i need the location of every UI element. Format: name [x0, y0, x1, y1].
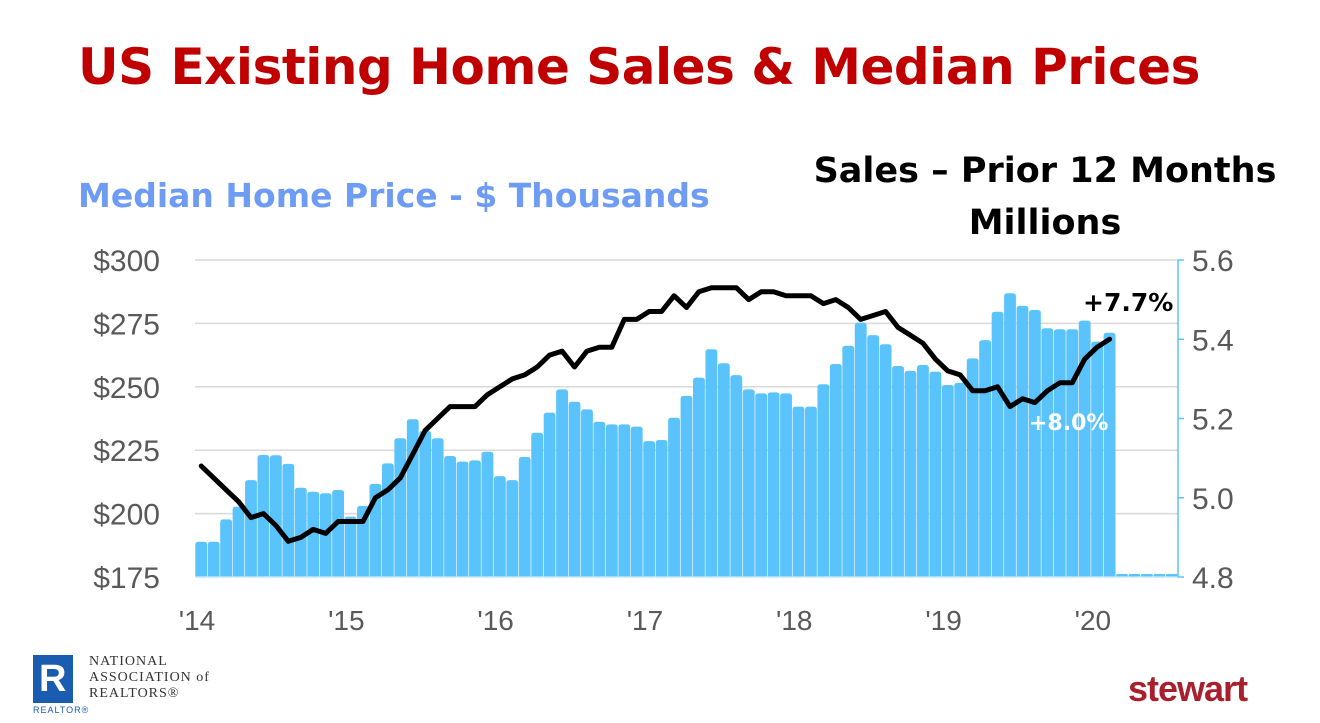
price-bar — [966, 358, 979, 577]
price-bar — [207, 541, 220, 577]
x-tick-label: '15 — [328, 605, 365, 636]
price-bar — [1091, 341, 1104, 577]
price-bar — [419, 430, 432, 577]
x-tick-label: '18 — [776, 605, 813, 636]
price-bar — [245, 480, 257, 577]
price-bar — [531, 432, 544, 577]
price-bar — [867, 335, 880, 577]
price-bar — [742, 389, 755, 577]
x-tick-label: '20 — [1075, 605, 1112, 636]
left-tick-label: $250 — [93, 372, 160, 405]
price-bar — [904, 370, 917, 577]
price-bar — [556, 389, 568, 577]
left-tick-label: $200 — [93, 499, 160, 532]
price-bar — [954, 382, 967, 577]
right-tick-label: 5.4 — [1192, 324, 1234, 357]
price-bar — [195, 541, 208, 577]
price-bar — [506, 480, 519, 577]
price-bar — [668, 417, 680, 577]
price-bar — [817, 384, 830, 577]
price-bar — [518, 457, 531, 577]
price-bar — [1004, 293, 1016, 577]
left-tick-label: $225 — [93, 435, 160, 468]
left-axis-heading: Median Home Price - $ Thousands — [78, 176, 710, 215]
x-tick-label: '14 — [179, 605, 216, 636]
sales-change-annotation: +7.7% — [1083, 288, 1173, 317]
right-tick-label: 5.6 — [1192, 245, 1234, 278]
price-bar — [979, 340, 992, 577]
left-tick-label: $175 — [93, 562, 160, 595]
price-bar — [693, 377, 705, 577]
price-bar — [294, 487, 307, 577]
left-tick-label: $300 — [93, 245, 160, 278]
price-bar — [381, 463, 394, 577]
price-change-annotation: +8.0% — [1029, 411, 1108, 436]
stewart-logo: stewart — [1128, 668, 1248, 709]
price-bar — [568, 401, 581, 577]
price-bar — [842, 345, 855, 577]
price-bar — [493, 476, 506, 577]
price-bar — [630, 426, 643, 577]
x-tick-label: '16 — [477, 605, 514, 636]
page-title: US Existing Home Sales & Median Prices — [78, 38, 1200, 96]
price-bar — [916, 364, 929, 577]
realtor-r-icon: R — [33, 655, 73, 703]
price-bar — [431, 438, 444, 577]
x-tick-label: '17 — [627, 605, 664, 636]
price-bar — [879, 344, 892, 577]
sales-line — [198, 285, 1113, 544]
price-bar — [1103, 332, 1116, 577]
right-tick-label: 5.2 — [1192, 404, 1234, 437]
price-bar — [344, 516, 357, 577]
right-axis-heading: Sales – Prior 12 Months Millions — [800, 145, 1290, 249]
price-bar — [581, 409, 593, 577]
price-bar — [755, 393, 768, 577]
price-bar — [605, 424, 618, 577]
price-bar — [854, 322, 867, 577]
price-bar — [618, 424, 631, 577]
price-bar — [829, 363, 842, 577]
price-bar — [307, 491, 320, 577]
price-bar — [593, 421, 606, 577]
price-bar — [269, 455, 282, 577]
price-bar — [1066, 329, 1079, 577]
price-bar — [282, 463, 295, 577]
price-bar — [805, 406, 817, 577]
left-tick-label: $275 — [93, 308, 160, 341]
price-bar — [792, 406, 805, 577]
price-bar — [1041, 328, 1054, 577]
price-bar — [730, 375, 743, 577]
right-heading-line-1: Sales – Prior 12 Months — [813, 151, 1277, 191]
price-bar — [543, 412, 556, 577]
price-bar — [481, 451, 494, 577]
price-bar — [655, 440, 668, 577]
price-bar — [941, 385, 954, 577]
price-bar — [1028, 309, 1041, 577]
price-bar — [456, 461, 469, 577]
price-bar — [705, 349, 718, 577]
price-bar — [332, 490, 345, 577]
price-bar — [220, 519, 233, 577]
price-bar — [1053, 329, 1066, 577]
price-bar — [892, 366, 904, 577]
right-heading-line-2: Millions — [968, 203, 1122, 243]
price-bar — [1078, 320, 1091, 577]
price-bar — [780, 393, 792, 577]
price-bar — [717, 363, 730, 577]
right-tick-label: 5.0 — [1192, 483, 1234, 516]
price-bar — [444, 456, 457, 577]
right-tick-label: 4.8 — [1192, 562, 1234, 595]
price-bar — [767, 392, 780, 577]
price-bar — [929, 371, 942, 577]
price-bar — [232, 506, 245, 577]
price-bar — [991, 311, 1004, 577]
price-bar — [1016, 305, 1029, 577]
price-bar — [469, 460, 481, 577]
x-tick-label: '19 — [925, 605, 962, 636]
price-bar — [680, 395, 693, 577]
price-bar — [394, 438, 407, 577]
price-bar — [643, 441, 656, 577]
